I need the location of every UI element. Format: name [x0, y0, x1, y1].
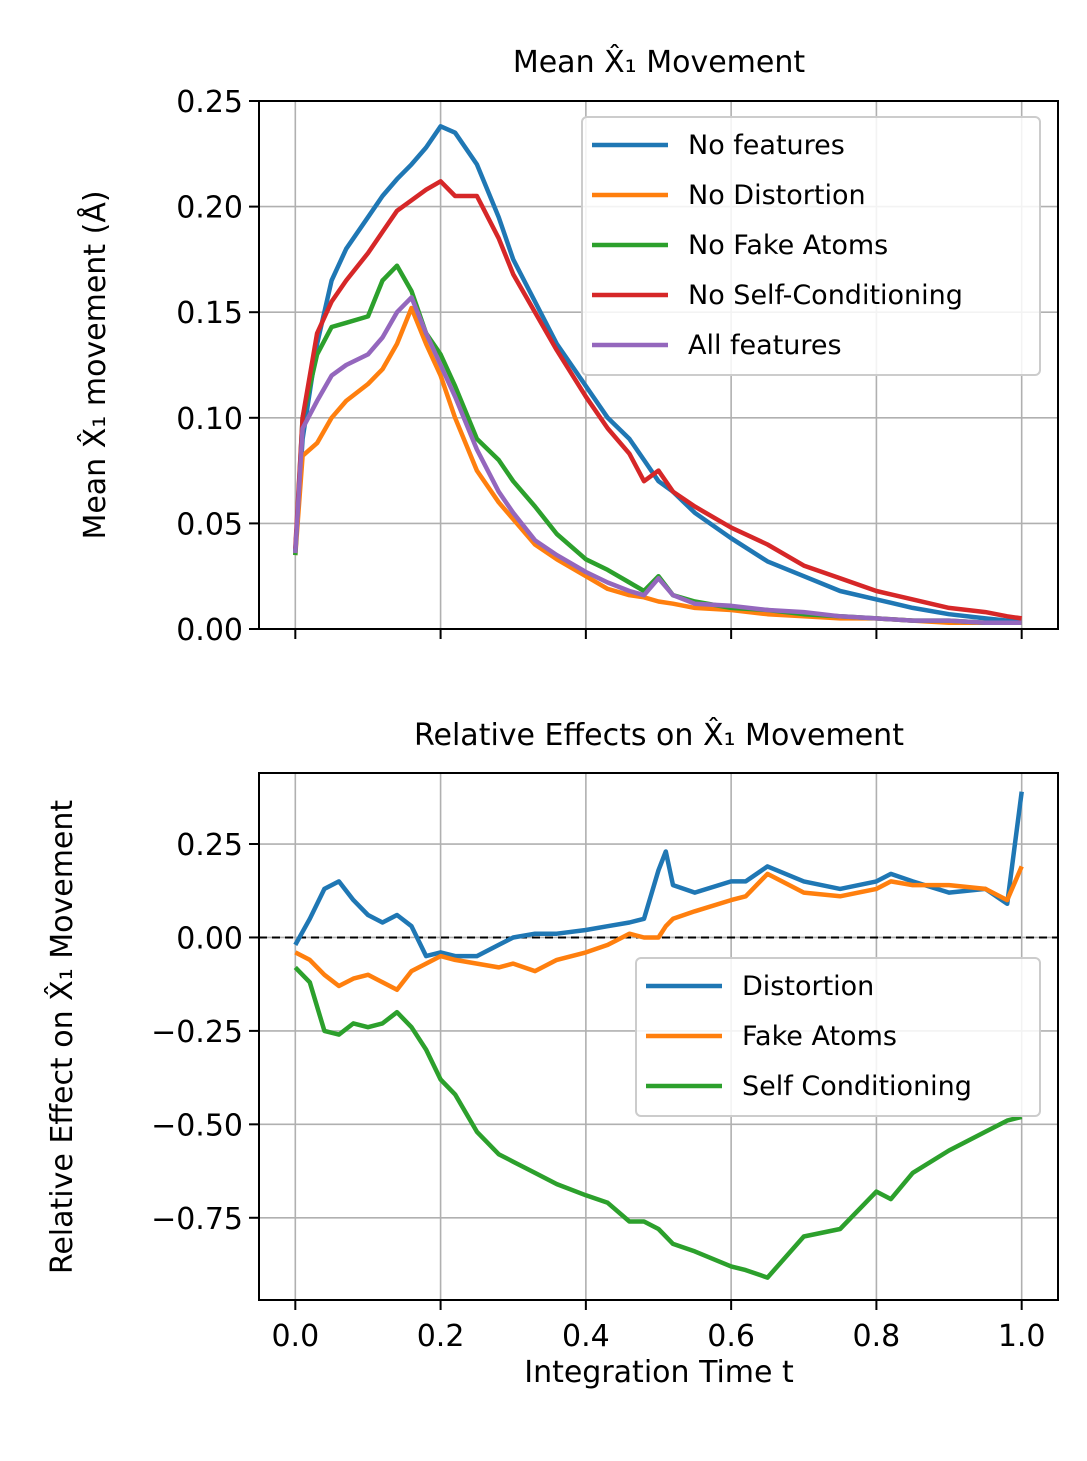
legend-label: No Self-Conditioning — [688, 280, 963, 311]
legend-box — [635, 957, 1041, 1117]
plot-frame — [258, 772, 1059, 1301]
legend-box — [581, 116, 1041, 376]
series-line-fake-atoms — [294, 865, 1024, 993]
y-tick-label: −0.75 — [151, 1202, 243, 1237]
y-tick-label: 0.25 — [176, 828, 243, 863]
y-tick-label: −0.50 — [151, 1108, 243, 1143]
legend-label: No Fake Atoms — [688, 230, 888, 261]
x-tick-label: 0.2 — [417, 1319, 465, 1354]
series-line-self-conditioning — [293, 965, 1023, 1280]
legend-label: Distortion — [742, 971, 874, 1002]
y-tick-label: 0.15 — [176, 296, 243, 331]
y-tick-label: −0.25 — [151, 1015, 243, 1050]
y-tick-label: 0.20 — [176, 191, 243, 226]
x-tick-label: 0.0 — [271, 1319, 319, 1354]
y-tick-label: 0.10 — [176, 402, 243, 437]
x-tick-label: 0.8 — [853, 1319, 901, 1354]
legend-label: Self Conditioning — [742, 1071, 972, 1102]
legend-label: No features — [688, 130, 845, 161]
plot-frame — [258, 100, 1059, 630]
y-axis-label: Relative Effect on X̂₁ Movement — [44, 800, 80, 1275]
panel-relative-effects: Relative Effects on X̂₁ Movement 0.0 0.2 0… — [44, 717, 1059, 1390]
x-tick-label: 1.0 — [998, 1319, 1046, 1354]
x-tick-label: 0.6 — [707, 1319, 755, 1354]
y-tick-label: 0.25 — [176, 85, 243, 120]
series-line-no-features — [293, 124, 1022, 623]
y-tick-label: 0.00 — [176, 613, 243, 648]
series-line-all-features — [293, 295, 1022, 625]
x-axis-label: Integration Time t — [524, 1355, 794, 1390]
series-line-no-self-conditioning — [293, 179, 1023, 621]
y-axis-label: Mean X̂₁ movement (Å) — [77, 190, 113, 539]
chart-title: Mean X̂₁ Movement — [513, 44, 806, 80]
legend-label: Fake Atoms — [742, 1021, 897, 1052]
series-line-distortion — [293, 791, 1024, 959]
y-tick-label: 0.00 — [176, 921, 243, 956]
panel-mean-movement: Mean X̂₁ Movement 0.00 0.05 0.10 0.15 0.20 0.… — [77, 44, 1059, 648]
y-tick-label: 0.05 — [176, 507, 243, 542]
legend-label: No Distortion — [688, 180, 866, 211]
legend-label: All features — [688, 330, 842, 361]
x-tick-label: 0.4 — [562, 1319, 610, 1354]
chart-title: Relative Effects on X̂₁ Movement — [414, 717, 904, 753]
